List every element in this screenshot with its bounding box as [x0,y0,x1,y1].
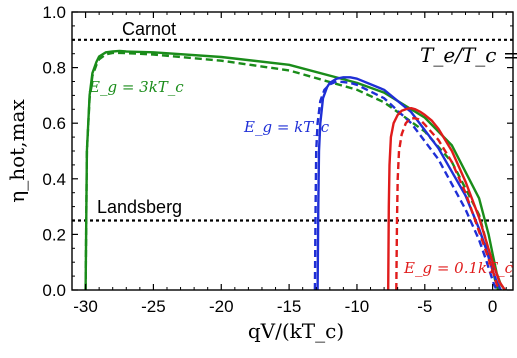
x-tick-label: -25 [141,297,166,316]
y-tick-label: 0.2 [42,225,66,244]
x-tick-label: 0 [488,297,497,316]
x-tick-label: -15 [277,297,302,316]
carnot-label: Carnot [122,19,176,39]
x-axis-title: qV/(kT_c) [248,319,344,343]
landsberg-label: Landsberg [97,197,182,217]
series-line-4 [387,107,506,291]
x-tick-label: -30 [73,297,98,316]
y-tick-label: 0.6 [42,114,66,133]
series-label-eg-3ktc: E_g = 3kT_c [88,78,184,96]
y-axis-title: η_hot,max [5,99,29,203]
series-line-3 [313,80,498,291]
temperature-ratio-annotation: T_e/T_c = 0.1 [420,43,517,67]
series-label-eg-0-1ktc: E_g = 0.1kT_c [403,259,514,277]
series-label-eg-ktc: E_g = kT_c [243,118,330,136]
x-tick-label: -20 [209,297,234,316]
y-tick-label: 0.8 [42,59,66,78]
x-tick-label: -10 [345,297,370,316]
series-line-5 [395,117,501,291]
x-tick-label: -5 [417,297,432,316]
y-tick-label: 1.0 [42,3,66,22]
y-tick-label: 0.0 [42,281,66,300]
y-tick-label: 0.4 [42,170,66,189]
